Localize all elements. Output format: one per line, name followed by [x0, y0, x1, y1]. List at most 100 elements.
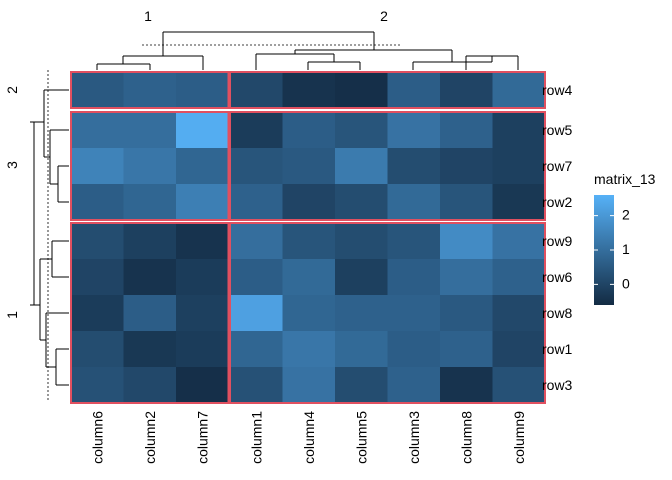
- row-label: row4: [542, 82, 573, 98]
- heatmap-cell-row4-column2: [123, 72, 177, 109]
- heatmap-cell-row9-column9: [492, 223, 546, 260]
- heatmap-cell-row8-column9: [492, 295, 546, 332]
- heatmap-cell-row8-column1: [230, 295, 283, 332]
- heatmap-cell-row1-column2: [123, 331, 177, 368]
- heatmap-cell-row4-column3: [387, 72, 441, 109]
- heatmap-cell-row1-column6: [71, 331, 124, 368]
- heatmap-cell-row1-column4: [282, 331, 336, 368]
- heatmap-cell-row2-column7: [176, 184, 229, 221]
- heatmap-cell-row2-column8: [440, 184, 493, 221]
- heatmap-cell-row7-column2: [123, 148, 177, 185]
- column-slice-title: 2: [380, 8, 388, 24]
- heatmap-cell-row5-column6: [71, 112, 124, 149]
- heatmap-cell-row7-column1: [230, 148, 283, 185]
- row-slice-title: 3: [4, 161, 20, 169]
- heatmap-cell-row9-column2: [123, 223, 177, 260]
- column-label: column2: [142, 411, 158, 464]
- legend-title: matrix_13: [594, 171, 656, 187]
- heatmap-cell-row2-column4: [282, 184, 336, 221]
- heatmap-cell-row8-column2: [123, 295, 177, 332]
- heatmap-cell-row5-column1: [230, 112, 283, 149]
- color-legend: matrix_13 2 1 0: [594, 171, 656, 305]
- heatmap-cell-row2-column6: [71, 184, 124, 221]
- slice-titles: 1 2 2 3 1: [4, 8, 388, 319]
- row-slice-title: 1: [4, 311, 20, 319]
- heatmap-cell-row1-column5: [335, 331, 388, 368]
- row-label: row2: [542, 194, 573, 210]
- heatmap-cell-row9-column3: [387, 223, 441, 260]
- heatmap-cell-row2-column2: [123, 184, 177, 221]
- heatmap-cell-row6-column1: [230, 259, 283, 296]
- heatmap-cell-row9-column7: [176, 223, 229, 260]
- heatmap-cell-row3-column5: [335, 367, 388, 404]
- heatmap-cell-row1-column8: [440, 331, 493, 368]
- slice-border: [70, 71, 230, 109]
- heatmap-cell-row7-column5: [335, 148, 388, 185]
- heatmap-cell-row3-column6: [71, 367, 124, 404]
- heatmap-cell-row6-column5: [335, 259, 388, 296]
- heatmap-cell-row9-column4: [282, 223, 336, 260]
- heatmap-cell-row2-column5: [335, 184, 388, 221]
- column-label: column3: [406, 411, 422, 464]
- heatmap-cell-row4-column1: [230, 72, 283, 109]
- heatmap-cell-row3-column7: [176, 367, 229, 404]
- heatmap-cell-row2-column3: [387, 184, 441, 221]
- heatmap-cell-row3-column2: [123, 367, 177, 404]
- heatmap-cell-row6-column7: [176, 259, 229, 296]
- heatmap-cell-row4-column9: [492, 72, 546, 109]
- heatmap-cell-row8-column4: [282, 295, 336, 332]
- heatmap-cell-row8-column6: [71, 295, 124, 332]
- legend-color-bar: [594, 195, 614, 305]
- column-label: column1: [248, 411, 264, 464]
- heatmap-cell-row5-column3: [387, 112, 441, 149]
- row-slice-title: 2: [4, 86, 20, 94]
- slice-border: [70, 111, 230, 221]
- heatmap-cell-row6-column2: [123, 259, 177, 296]
- slice-border: [229, 111, 546, 221]
- heatmap-cell-row6-column9: [492, 259, 546, 296]
- heatmap-cell-row9-column6: [71, 223, 124, 260]
- heatmap-cell-row3-column4: [282, 367, 336, 404]
- column-label: column6: [89, 411, 105, 464]
- heatmap-cell-row1-column3: [387, 331, 441, 368]
- slice-border: [229, 222, 546, 404]
- row-label: row6: [542, 269, 573, 285]
- heatmap-cell-row4-column7: [176, 72, 229, 109]
- heatmap-cell-row5-column8: [440, 112, 493, 149]
- heatmap-cell-row1-column1: [230, 331, 283, 368]
- heatmap-cell-row7-column9: [492, 148, 546, 185]
- heatmap-cell-row5-column5: [335, 112, 388, 149]
- column-label: column5: [353, 411, 369, 464]
- heatmap-cell-row4-column8: [440, 72, 493, 109]
- heatmap-cell-row9-column8: [440, 223, 493, 260]
- slice-border: [70, 222, 230, 404]
- row-labels: row4 row5 row7 row2 row9 row6 row8 row1 row3: [542, 82, 573, 393]
- heatmap-cell-row9-column1: [230, 223, 283, 260]
- row-label: row5: [542, 122, 573, 138]
- heatmap-cell-row9-column5: [335, 223, 388, 260]
- heatmap-cell-row1-column7: [176, 331, 229, 368]
- heatmap-cell-row8-column8: [440, 295, 493, 332]
- heatmap-cell-row3-column1: [230, 367, 283, 404]
- column-labels: column6 column2 column7 column1 column4 colum…: [89, 411, 527, 464]
- legend-tick-label: 1: [622, 241, 630, 257]
- heatmap-cell-row6-column3: [387, 259, 441, 296]
- heatmap-cell-row1-column9: [492, 331, 546, 368]
- heatmap-cell-row6-column4: [282, 259, 336, 296]
- heatmap-cell-row3-column8: [440, 367, 493, 404]
- heatmap-cell-row5-column7: [176, 112, 229, 149]
- column-label: column4: [301, 411, 317, 464]
- legend-tick-label: 0: [622, 275, 630, 291]
- column-label: column9: [511, 411, 527, 464]
- heatmap-cell-row8-column3: [387, 295, 441, 332]
- row-label: row1: [542, 341, 573, 357]
- column-label: column7: [194, 411, 210, 464]
- heatmap-cell-row4-column6: [71, 72, 124, 109]
- heatmap-cell-row2-column1: [230, 184, 283, 221]
- heatmap-cell-row8-column5: [335, 295, 388, 332]
- row-label: row7: [542, 158, 573, 174]
- heatmap-cell-row7-column6: [71, 148, 124, 185]
- heatmap-cell-row5-column2: [123, 112, 177, 149]
- heatmap-cells: [71, 72, 546, 404]
